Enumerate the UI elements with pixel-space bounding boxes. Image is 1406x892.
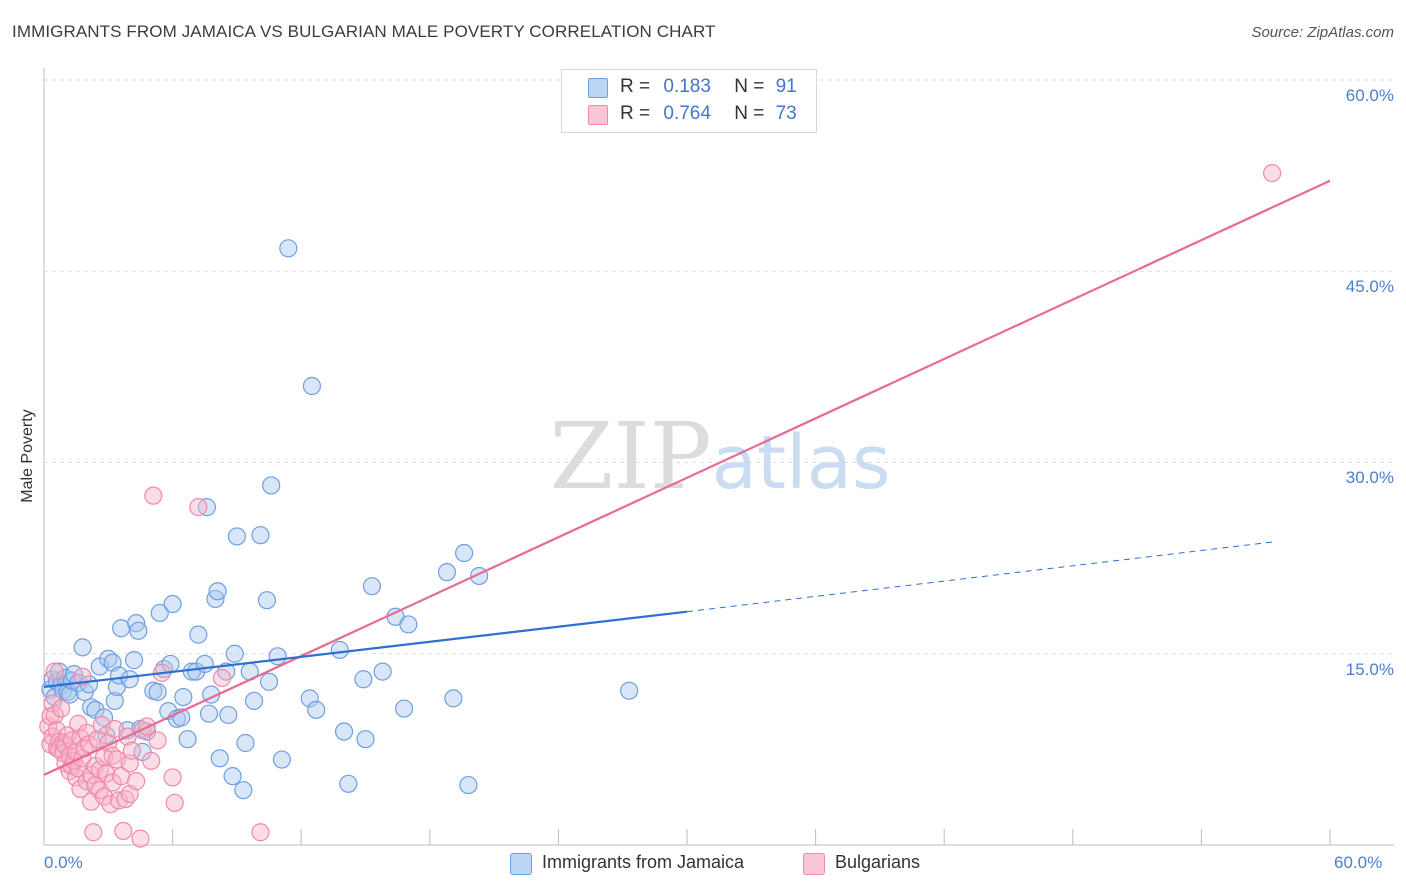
jamaica-point — [73, 638, 92, 657]
bulgarian-point — [77, 723, 96, 742]
jamaica-point — [129, 621, 148, 640]
jamaica-point — [120, 670, 139, 689]
bulgarian-point — [163, 768, 182, 787]
bulgarian-point — [144, 486, 163, 505]
chart-title: IMMIGRANTS FROM JAMAICA VS BULGARIAN MAL… — [12, 22, 716, 41]
jamaica-point — [189, 625, 208, 644]
jamaica-point — [219, 705, 238, 725]
y-tick-15: 15.0% — [1345, 660, 1394, 679]
jamaica-point — [334, 722, 354, 741]
jamaica-point — [148, 682, 167, 702]
x-tick-min: 0.0% — [44, 853, 83, 872]
stats-legend: R = 0.183 N = 91 R = 0.764 N = 73 — [561, 69, 817, 133]
jamaica-point — [195, 654, 214, 674]
jamaica-point — [223, 767, 242, 786]
y-tick-60: 60.0% — [1345, 86, 1394, 105]
bulgarian-point — [148, 731, 167, 750]
bulgarian-point — [212, 668, 231, 688]
legend-swatch-pink — [803, 853, 825, 875]
jamaica-point — [174, 687, 193, 707]
bulgarian-point — [109, 791, 129, 810]
y-tick-30: 30.0% — [1345, 468, 1394, 487]
jamaica-point — [236, 733, 255, 753]
jamaica-point — [444, 689, 463, 708]
jamaica-point — [279, 239, 298, 258]
jamaica-trend-line — [43, 610, 688, 688]
bulgarian-point — [142, 751, 161, 770]
jamaica-point — [234, 781, 253, 800]
jamaica-point — [105, 691, 124, 711]
jamaica-point — [272, 750, 292, 769]
jamaica-point — [362, 577, 382, 596]
jamaica-point — [339, 774, 358, 793]
r-label: R = — [620, 103, 651, 124]
bulgarian-point — [88, 730, 107, 749]
jamaica-point — [251, 526, 270, 545]
bulgarian-point — [43, 694, 62, 713]
bulgarian-point — [45, 662, 64, 681]
bulgarians-trend-line — [43, 179, 1331, 776]
watermark: ZIPatlas — [550, 403, 891, 510]
jamaica-point — [163, 594, 182, 614]
legend-swatch-blue — [510, 853, 532, 875]
bulgarian-point — [114, 821, 133, 841]
jamaica-point — [307, 700, 326, 719]
n-value: 73 — [775, 103, 797, 124]
r-value: 0.183 — [663, 76, 711, 97]
bulgarian-point — [82, 765, 101, 784]
n-label: N = — [734, 76, 765, 97]
bulgarian-point — [1263, 163, 1282, 183]
jamaica-point — [259, 672, 279, 691]
jamaica-point — [268, 647, 287, 666]
bulgarian-point — [189, 498, 208, 517]
jamaica-trend-extension — [686, 541, 1277, 613]
jamaica-point — [356, 730, 375, 749]
jamaica-point — [178, 730, 197, 749]
y-tick-45: 45.0% — [1345, 277, 1394, 296]
jamaica-point — [208, 582, 227, 601]
bulgarian-point — [79, 735, 99, 754]
legend-label-jamaica: Immigrants from Jamaica — [542, 852, 745, 872]
jamaica-point — [354, 670, 373, 689]
r-label: R = — [620, 76, 651, 97]
jamaica-point — [199, 704, 219, 723]
jamaica-point — [225, 644, 244, 663]
bulgarian-point — [122, 741, 141, 760]
legend-swatch-pink — [588, 105, 608, 125]
jamaica-point — [437, 563, 457, 582]
source-label: Source: ZipAtlas.com — [1251, 24, 1394, 41]
bulgarian-point — [131, 829, 150, 848]
n-label: N = — [734, 103, 765, 124]
jamaica-point — [330, 640, 349, 660]
jamaica-point — [244, 691, 264, 711]
jamaica-point — [124, 651, 144, 670]
legend-swatch-blue — [588, 78, 608, 98]
legend-label-bulgarians: Bulgarians — [835, 852, 921, 872]
jamaica-point — [459, 775, 478, 795]
bulgarian-point — [84, 823, 103, 842]
jamaica-point — [210, 749, 229, 768]
jamaica-point — [620, 681, 639, 700]
jamaica-point — [399, 615, 418, 634]
jamaica-point — [227, 527, 246, 546]
jamaica-point — [373, 662, 392, 681]
jamaica-point — [257, 591, 277, 610]
jamaica-point — [454, 543, 474, 563]
jamaica-point — [150, 603, 169, 623]
n-value: 91 — [775, 76, 797, 97]
bulgarian-point — [165, 793, 184, 813]
bulgarian-point — [251, 823, 270, 842]
bulgarian-point — [127, 772, 146, 791]
r-value: 0.764 — [663, 103, 711, 124]
jamaica-point — [302, 376, 322, 396]
jamaica-point — [394, 699, 414, 718]
bulgarian-point — [52, 699, 71, 718]
bulgarian-point — [97, 764, 116, 783]
x-tick-max: 60.0% — [1334, 853, 1383, 872]
jamaica-point — [262, 476, 281, 495]
jamaica-point — [300, 689, 319, 708]
